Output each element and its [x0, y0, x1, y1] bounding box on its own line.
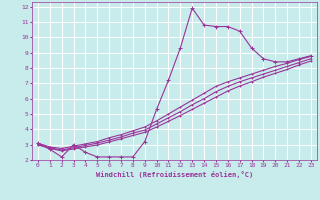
X-axis label: Windchill (Refroidissement éolien,°C): Windchill (Refroidissement éolien,°C) [96, 171, 253, 178]
